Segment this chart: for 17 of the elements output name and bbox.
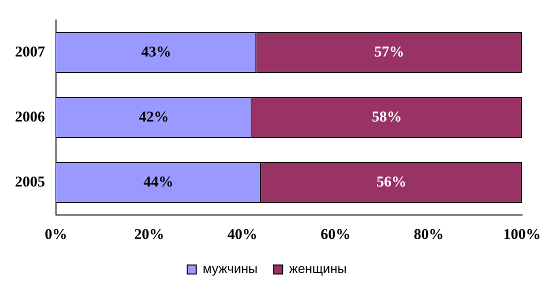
x-tick-label: 40%	[227, 226, 258, 243]
y-tick-label: 2006	[15, 109, 46, 126]
data-label: 43%	[141, 44, 172, 60]
y-tick-label: 2007	[15, 44, 46, 60]
x-tick-label: 0%	[44, 226, 68, 243]
x-tick-label: 60%	[320, 226, 351, 243]
data-label: 56%	[376, 174, 407, 190]
x-tick-label: 100%	[503, 226, 541, 243]
data-label: 58%	[372, 109, 402, 126]
data-label: 44%	[144, 174, 174, 190]
legend-label: женщины	[289, 261, 347, 276]
data-label: 57%	[374, 44, 404, 60]
data-label: 42%	[138, 109, 169, 126]
y-tick-label: 2005	[15, 174, 45, 190]
x-tick-label: 20%	[134, 226, 164, 243]
x-tick-label: 80%	[414, 226, 444, 243]
legend-label: мужчины	[202, 261, 258, 276]
